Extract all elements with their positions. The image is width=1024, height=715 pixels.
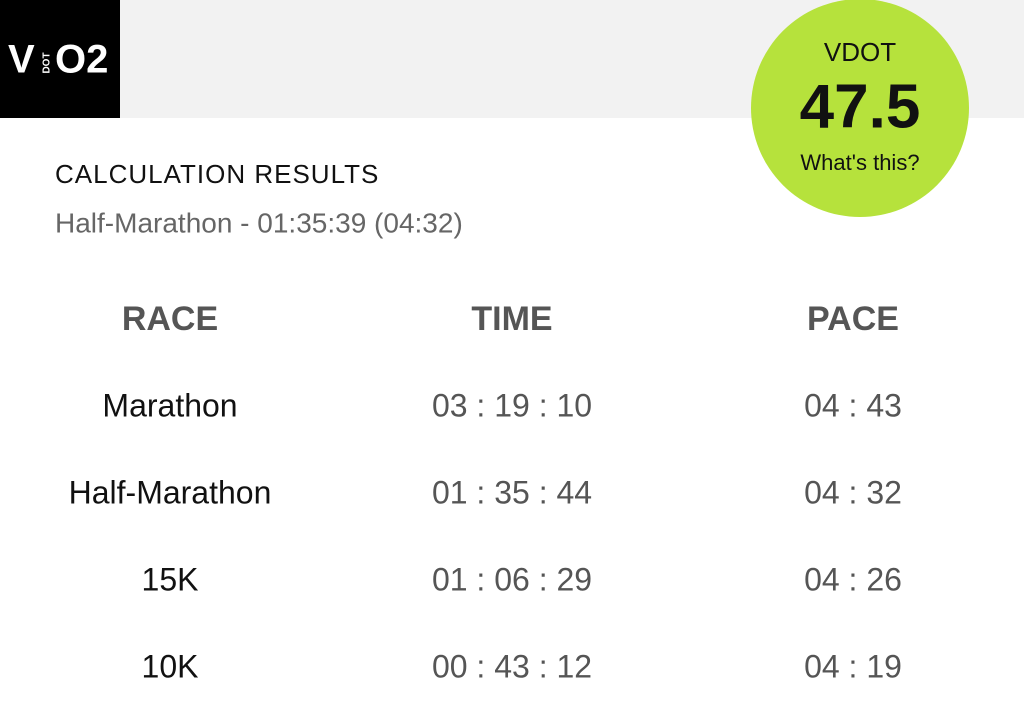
column-header: RACE (122, 300, 218, 338)
race-name: 15K (142, 561, 199, 597)
badge-label: VDOT (824, 37, 896, 67)
race-name: 10K (142, 648, 199, 684)
logo[interactable]: V DOT O2 (0, 0, 120, 118)
vdot-badge[interactable]: VDOT 47.5 What's this? (751, 0, 969, 217)
results-summary: Half-Marathon - 01:35:39 (04:32) (55, 207, 463, 238)
results-table: RACE TIME PACE Marathon 03 : 19 : 10 04 : 43 H… (69, 300, 902, 684)
race-name: Half-Marathon (69, 474, 272, 510)
logo-o2: O2 (55, 38, 108, 82)
race-time: 01 : 06 : 29 (432, 561, 592, 597)
race-pace: 04 : 19 (804, 648, 902, 684)
logo-box (0, 0, 120, 118)
race-pace: 04 : 26 (804, 561, 902, 597)
badge-circle (751, 0, 969, 217)
column-header: TIME (471, 300, 552, 338)
race-time: 00 : 43 : 12 (432, 648, 592, 684)
race-pace: 04 : 43 (804, 387, 902, 423)
race-time: 03 : 19 : 10 (432, 387, 592, 423)
race-pace: 04 : 32 (804, 474, 902, 510)
logo-v: V (8, 38, 35, 82)
column-header: PACE (807, 300, 899, 338)
race-time: 01 : 35 : 44 (432, 474, 592, 510)
race-name: Marathon (102, 387, 237, 423)
results-heading: CALCULATION RESULTS (55, 159, 379, 189)
badge-value: 47.5 (800, 72, 921, 141)
logo-dot: DOT (42, 52, 53, 73)
badge-link[interactable]: What's this? (800, 150, 919, 175)
